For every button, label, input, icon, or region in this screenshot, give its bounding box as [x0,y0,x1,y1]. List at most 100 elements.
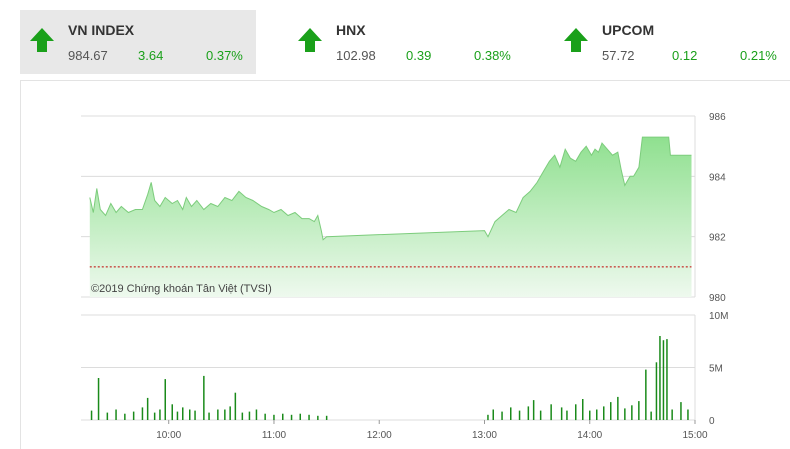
volume-bar [539,410,542,420]
up-arrow-icon [30,28,54,52]
volume-bar [203,375,205,420]
ticker-value: 984.67 [68,48,108,63]
ticker-percent: 0.37% [206,48,243,63]
time-tick-label: 15:00 [682,430,707,441]
volume-bar [176,411,179,420]
ticker-value: 102.98 [336,48,376,63]
volume-bar [527,406,530,420]
volume-bar [596,409,598,420]
ticker-percent: 0.21% [740,48,777,63]
volume-bar [603,406,605,420]
volume-bar [115,409,117,420]
volume-bars [90,336,689,421]
volume-bar [518,410,521,420]
price-area [89,137,692,297]
volume-bar [624,408,626,420]
volume-bar [492,409,494,420]
price-tick-label: 984 [709,172,726,183]
watermark: ©2019 Chứng khoán Tân Việt (TVSI) [91,283,272,295]
volume-bar [617,396,619,420]
volume-bar [510,407,512,420]
volume-bar [248,411,251,420]
volume-bar [687,409,689,420]
price-tick-label: 980 [709,293,726,304]
volume-bar [208,412,210,420]
volume-bar [171,404,173,421]
ticker-upcom[interactable]: UPCOM 57.72 0.12 0.21% [554,10,790,74]
volume-bar [273,414,275,421]
ticker-change: 3.64 [138,48,164,63]
volume-bar [659,336,661,420]
volume-tick-label: 0 [709,416,715,427]
volume-bar [255,409,258,420]
volume-grid [81,314,696,421]
ticker-change: 0.39 [406,48,432,63]
volume-bar [282,413,284,420]
ticker-change: 0.12 [672,48,698,63]
volume-bar [146,397,149,420]
volume-bar [501,411,503,420]
ticker-name: UPCOM [602,22,655,38]
volume-bar [164,379,166,420]
volume-bar [153,412,156,420]
volume-bar [550,404,552,421]
volume-bar [325,415,328,420]
volume-bar [97,378,100,420]
time-tick-label: 13:00 [472,430,497,441]
time-tick-label: 12:00 [367,430,392,441]
price-tick-label: 986 [709,112,726,123]
volume-bar [487,414,489,421]
up-arrow-icon [298,28,322,52]
volume-bar [671,409,673,420]
ticker-vnindex[interactable]: VN INDEX 984.67 3.64 0.37% [20,10,256,74]
time-tick-label: 11:00 [262,430,287,441]
ticker-name: VN INDEX [68,22,135,38]
volume-bar [124,413,126,420]
volume-bar [106,412,109,420]
volume-bar [229,406,231,420]
volume-bar [159,409,161,420]
volume-bar [560,407,563,420]
price-line [89,136,692,241]
volume-bar [589,410,591,420]
volume-bar [666,339,668,420]
volume-bar [132,411,135,420]
volume-bar [224,409,226,420]
volume-bar [189,409,191,420]
volume-bar [217,409,219,420]
volume-bar [645,369,647,420]
volume-bar [141,407,144,420]
volume-bar [532,400,535,420]
volume-bar [317,415,319,420]
volume-bar [194,410,196,420]
volume-bar [610,402,612,420]
volume-bar [662,340,665,420]
volume-bar [90,410,93,420]
ticker-value: 57.72 [602,48,635,63]
volume-bar [241,412,244,420]
volume-bar [680,402,682,420]
volume-tick-label: 10M [709,311,728,322]
volume-bar [575,404,577,421]
ticker-hnx[interactable]: HNX 102.98 0.39 0.38% [288,10,524,74]
time-axis: 10:00 11:00 12:00 13:00 14:00 15:00 [156,420,708,441]
ticker-name: HNX [336,22,366,38]
time-tick-label: 10:00 [156,430,181,441]
volume-bar [638,401,640,420]
volume-tick-label: 5M [709,364,723,375]
price-axis: 986 984 982 980 [709,112,726,304]
volume-bar [631,405,633,420]
volume-bar [290,414,293,421]
volume-bar [650,411,652,420]
volume-bar [264,413,266,420]
volume-bar [582,399,584,420]
volume-bar [299,413,301,420]
ticker-percent: 0.38% [474,48,511,63]
price-tick-label: 982 [709,233,726,244]
time-tick-label: 14:00 [577,430,602,441]
volume-bar [234,392,237,420]
up-arrow-icon [564,28,588,52]
volume-bar [566,410,568,420]
volume-axis: 10M 5M 0 [709,311,728,427]
